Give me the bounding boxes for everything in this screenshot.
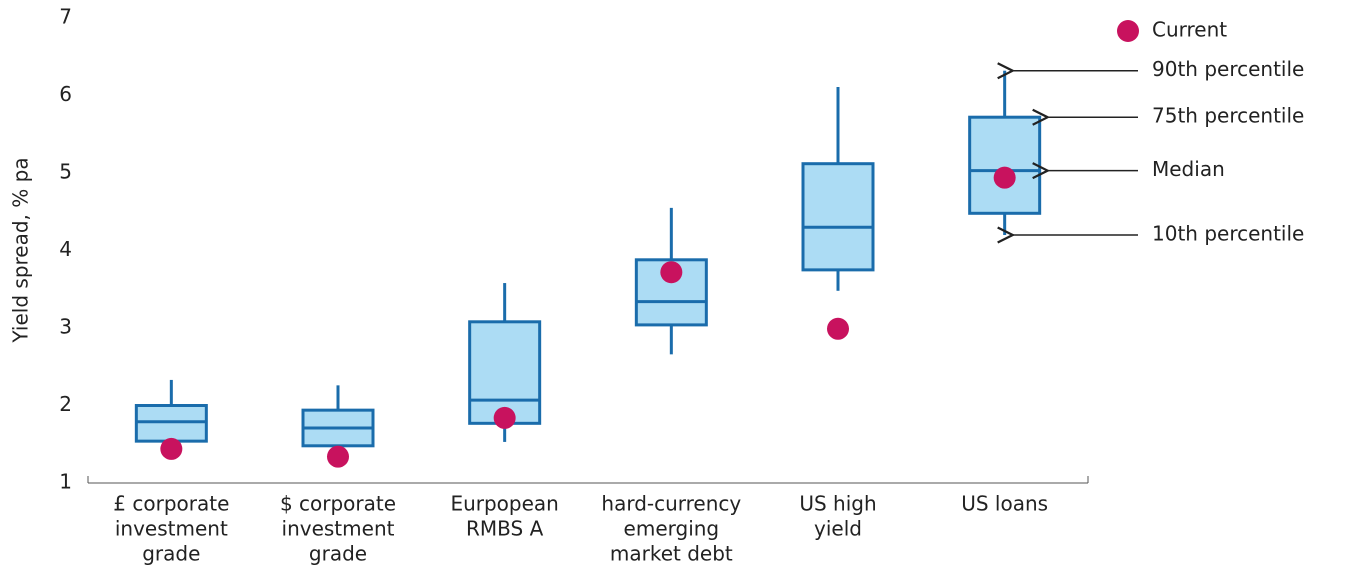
x-tick-label: grade	[142, 542, 200, 566]
y-tick-label: 3	[59, 315, 72, 339]
annotation: 10th percentile	[1152, 222, 1304, 246]
y-axis-title: Yield spread, % pa	[9, 157, 33, 343]
y-tick-label: 4	[59, 237, 72, 261]
y-tick-label: 5	[59, 160, 72, 184]
annotation: 75th percentile	[1152, 104, 1304, 128]
x-tick-label: RMBS A	[466, 517, 544, 541]
x-tick-label: Eurpopean	[450, 492, 558, 516]
y-tick-label: 1	[59, 470, 72, 494]
x-tick-label: $ corporate	[280, 492, 396, 516]
box	[801, 162, 875, 272]
box	[634, 258, 708, 327]
legend-label: Current	[1152, 18, 1227, 42]
box	[968, 115, 1042, 215]
y-tick-label: 7	[59, 5, 72, 29]
current-dot	[327, 445, 349, 468]
current-dot	[660, 261, 683, 284]
x-tick-label: US high	[799, 492, 876, 516]
y-tick-label: 6	[59, 82, 72, 106]
box	[134, 404, 208, 443]
current-dot	[827, 317, 849, 340]
x-tick-label: yield	[814, 517, 862, 541]
annotation: 90th percentile	[1152, 57, 1304, 81]
box	[468, 320, 542, 425]
x-tick-label: emerging	[624, 517, 720, 541]
current-dot	[493, 406, 516, 429]
legend-marker	[1117, 20, 1139, 42]
x-tick-label: market debt	[610, 542, 733, 566]
current-dot	[160, 437, 183, 460]
current-dot	[993, 166, 1016, 189]
y-tick-label: 2	[59, 392, 72, 416]
x-tick-label: hard-currency	[601, 492, 741, 516]
x-tick-label: investment	[282, 517, 395, 541]
x-tick-label: US loans	[961, 492, 1048, 516]
x-tick-label: £ corporate	[113, 492, 229, 516]
x-tick-label: grade	[309, 542, 367, 566]
x-tick-label: investment	[115, 517, 228, 541]
annotation: Median	[1152, 157, 1225, 181]
